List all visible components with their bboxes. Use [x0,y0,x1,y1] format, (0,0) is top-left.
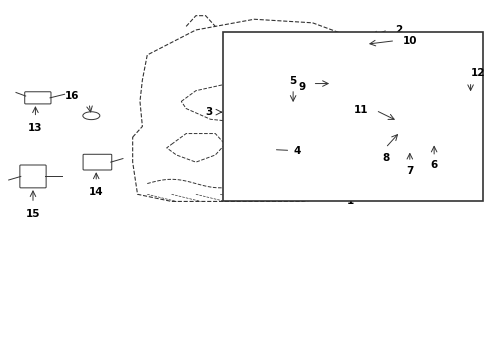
Text: 4: 4 [276,146,300,156]
Text: 3: 3 [205,107,212,117]
Text: 13: 13 [28,123,42,133]
Text: 16: 16 [64,91,79,102]
Bar [222,32,482,202]
Text: 14: 14 [89,187,103,197]
Text: 11: 11 [353,105,368,115]
Text: 15: 15 [26,208,40,219]
Text: 7: 7 [406,166,413,176]
Text: 6: 6 [429,160,437,170]
Text: 9: 9 [298,82,305,92]
Text: 5: 5 [289,76,296,86]
Text: 12: 12 [469,68,484,78]
Text: 10: 10 [402,36,416,46]
Text: 1: 1 [346,197,353,206]
Text: 2: 2 [394,25,402,35]
Text: 8: 8 [381,153,388,163]
